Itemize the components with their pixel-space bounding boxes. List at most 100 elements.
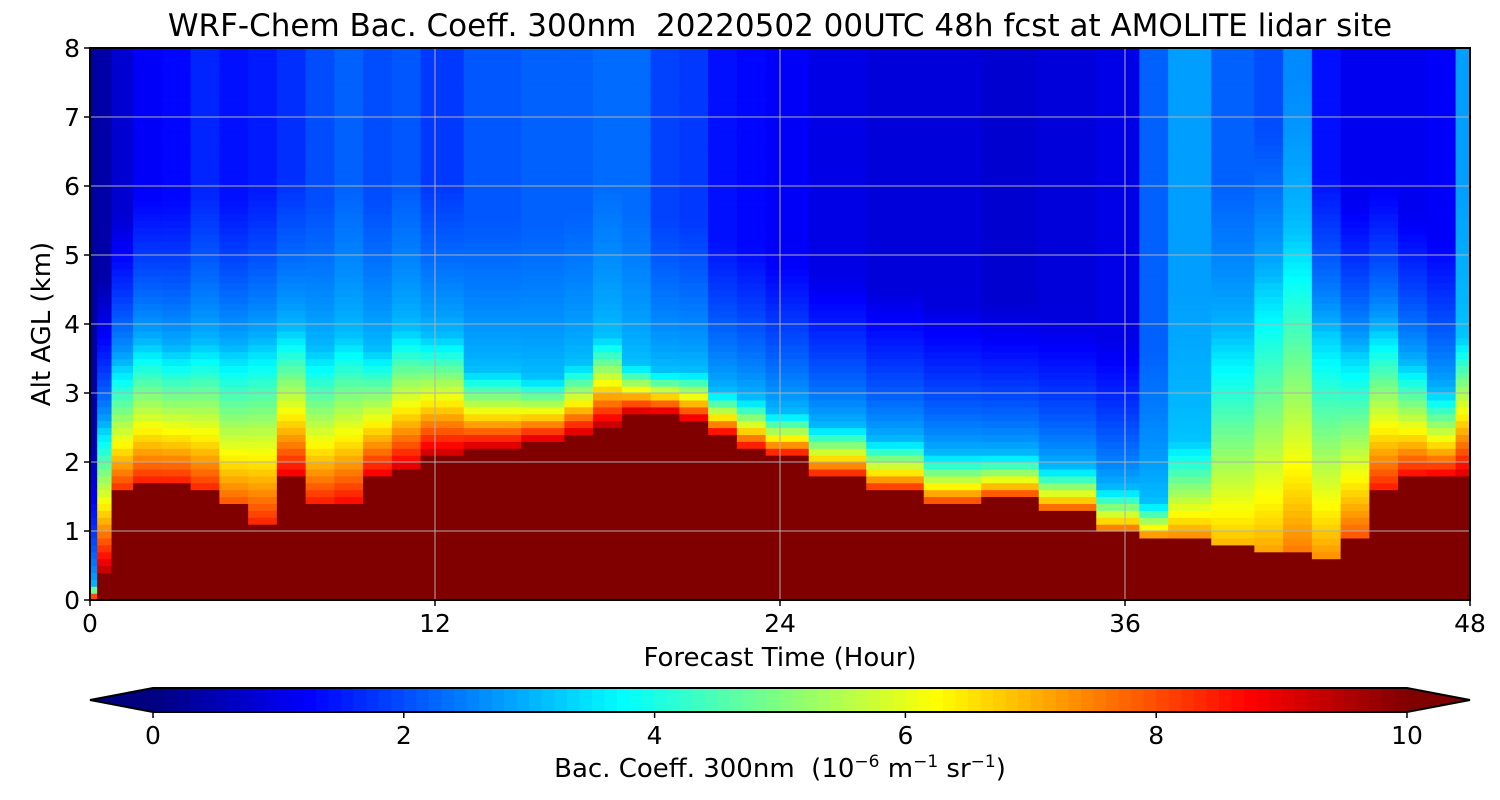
heatmap-cell bbox=[1096, 199, 1140, 208]
heatmap-cell bbox=[133, 434, 163, 442]
heatmap-cell bbox=[923, 586, 982, 594]
heatmap-cell bbox=[363, 213, 393, 222]
heatmap-cell bbox=[1398, 303, 1428, 311]
heatmap-cell bbox=[1139, 179, 1169, 187]
heatmap-cell bbox=[1139, 365, 1169, 373]
heatmap-cell bbox=[1283, 48, 1313, 56]
heatmap-cell bbox=[866, 282, 925, 291]
heatmap-cell bbox=[981, 213, 1040, 222]
heatmap-cell bbox=[1096, 337, 1140, 346]
heatmap-cell bbox=[923, 123, 982, 132]
heatmap-cell bbox=[1455, 379, 1471, 387]
heatmap-cell bbox=[463, 593, 522, 601]
heatmap-cell bbox=[765, 496, 810, 504]
heatmap-cell bbox=[923, 324, 982, 332]
heatmap-cell bbox=[1369, 510, 1399, 518]
heatmap-cell bbox=[276, 213, 307, 222]
heatmap-cell bbox=[391, 268, 422, 277]
heatmap-cell bbox=[391, 248, 422, 256]
heatmap-cell bbox=[420, 393, 465, 401]
heatmap-cell bbox=[923, 89, 982, 97]
heatmap-cell bbox=[1139, 586, 1169, 594]
heatmap-cell bbox=[736, 186, 767, 194]
heatmap-cell bbox=[736, 158, 767, 166]
heatmap-cell bbox=[1038, 48, 1097, 56]
heatmap-cell bbox=[363, 386, 393, 394]
heatmap-cell bbox=[808, 448, 867, 456]
heatmap-cell bbox=[1455, 89, 1471, 97]
heatmap-cell bbox=[391, 158, 422, 166]
heatmap-cell bbox=[621, 572, 652, 580]
heatmap-cell bbox=[1369, 324, 1399, 332]
heatmap-cell bbox=[564, 379, 594, 387]
heatmap-cell bbox=[1283, 220, 1313, 228]
heatmap-cell bbox=[521, 489, 565, 498]
heatmap-cell bbox=[248, 579, 278, 587]
heatmap-cell bbox=[219, 192, 249, 201]
heatmap-cell bbox=[334, 172, 364, 180]
heatmap-cell bbox=[981, 282, 1040, 291]
heatmap-cell bbox=[621, 455, 652, 463]
heatmap-cell bbox=[564, 455, 594, 463]
heatmap-cell bbox=[219, 434, 249, 442]
heatmap-cell bbox=[1311, 151, 1342, 159]
heatmap-cell bbox=[97, 268, 113, 277]
heatmap-cell bbox=[866, 503, 925, 511]
heatmap-cell bbox=[248, 192, 278, 201]
heatmap-cell bbox=[305, 386, 335, 394]
heatmap-cell bbox=[923, 386, 982, 394]
heatmap-cell bbox=[708, 213, 738, 222]
heatmap-cell bbox=[1369, 296, 1399, 304]
heatmap-cell bbox=[111, 123, 134, 132]
heatmap-cell bbox=[593, 524, 623, 532]
heatmap-cell bbox=[808, 310, 867, 318]
heatmap-cell bbox=[90, 537, 98, 546]
heatmap-cell bbox=[111, 324, 134, 332]
heatmap-cell bbox=[981, 441, 1040, 449]
heatmap-cell bbox=[276, 261, 307, 270]
heatmap-cell bbox=[463, 427, 522, 435]
heatmap-cell bbox=[133, 282, 163, 291]
heatmap-cell bbox=[1369, 572, 1399, 580]
heatmap-cell bbox=[1398, 75, 1428, 84]
heatmap-cell bbox=[1283, 544, 1313, 553]
heatmap-cell bbox=[650, 268, 680, 277]
heatmap-cell bbox=[521, 117, 565, 125]
heatmap-cell bbox=[736, 351, 767, 360]
heatmap-cell bbox=[736, 151, 767, 159]
colorbar-segment bbox=[1005, 688, 1019, 712]
heatmap-cell bbox=[463, 317, 522, 325]
heatmap-cell bbox=[190, 296, 220, 304]
heatmap-cell bbox=[420, 496, 465, 504]
heatmap-cell bbox=[1283, 151, 1313, 159]
heatmap-cell bbox=[1455, 482, 1471, 491]
heatmap-cell bbox=[1168, 68, 1212, 77]
heatmap-cell bbox=[736, 268, 767, 277]
heatmap-cell bbox=[420, 172, 465, 180]
heatmap-cell bbox=[736, 441, 767, 449]
heatmap-cell bbox=[1369, 330, 1399, 339]
heatmap-cell bbox=[981, 503, 1040, 511]
heatmap-cell bbox=[1311, 593, 1342, 601]
heatmap-cell bbox=[1426, 96, 1457, 104]
heatmap-cell bbox=[679, 255, 709, 263]
heatmap-cell bbox=[1139, 234, 1169, 242]
heatmap-cell bbox=[1369, 289, 1399, 297]
heatmap-cell bbox=[923, 531, 982, 539]
heatmap-cell bbox=[1426, 379, 1457, 387]
heatmap-cell bbox=[219, 110, 249, 118]
heatmap-cell bbox=[133, 482, 163, 491]
heatmap-cell bbox=[420, 593, 465, 601]
heatmap-cell bbox=[1455, 324, 1471, 332]
heatmap-cell bbox=[1455, 551, 1471, 560]
colorbar-tick-label: 4 bbox=[647, 721, 663, 750]
heatmap-cell bbox=[90, 227, 98, 235]
heatmap-cell bbox=[981, 468, 1040, 477]
heatmap-cell bbox=[1340, 393, 1370, 401]
heatmap-cell bbox=[363, 68, 393, 77]
heatmap-cell bbox=[1096, 537, 1140, 546]
heatmap-cell bbox=[97, 558, 113, 567]
heatmap-cell bbox=[363, 179, 393, 187]
heatmap-cell bbox=[219, 96, 249, 104]
heatmap-cell bbox=[1211, 572, 1255, 580]
